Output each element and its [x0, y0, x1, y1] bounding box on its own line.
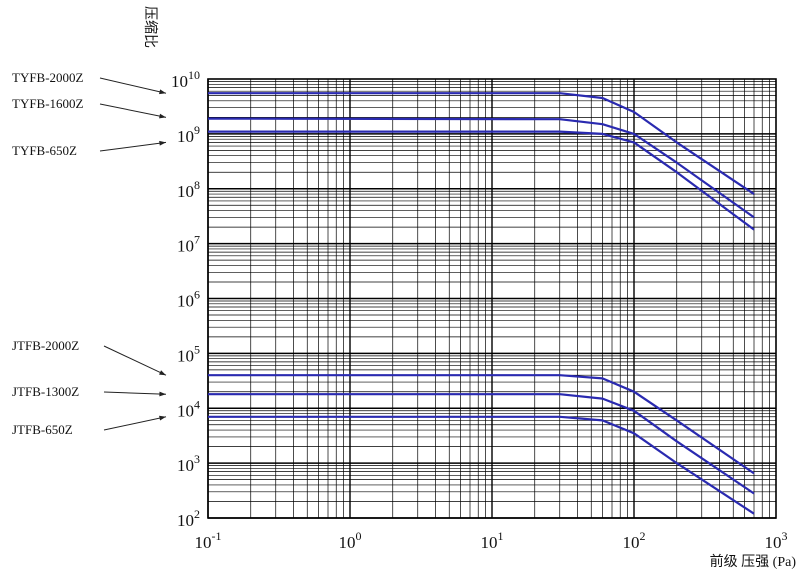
tick-label: 10-1 [195, 529, 222, 552]
leader-line [99, 103, 167, 118]
y-axis-label: 压缩比 [142, 6, 158, 48]
tick-label: 107 [177, 233, 200, 256]
leader-line [99, 77, 167, 94]
leader-arrowhead [159, 89, 166, 95]
tick-label: 108 [177, 178, 200, 201]
leader-line [103, 345, 167, 376]
tick-label: 104 [177, 397, 200, 420]
tick-label: 102 [623, 529, 646, 552]
grid [207, 79, 776, 519]
series-line [207, 117, 755, 219]
tick-label: 101 [481, 529, 504, 552]
leader-arrowhead [159, 415, 166, 421]
series-line [208, 415, 755, 515]
series-lines [207, 92, 755, 515]
leader-arrowhead [159, 370, 166, 376]
tick-label: 100 [339, 529, 362, 552]
series-label: JTFB-1300Z [12, 384, 79, 399]
series-line [208, 393, 755, 495]
label-leaders [99, 77, 167, 431]
leader-line [103, 391, 167, 395]
tick-label: 1010 [171, 68, 200, 91]
leader-line [103, 416, 167, 431]
series-label: TYFB-1600Z [12, 96, 84, 111]
leader-arrowhead [159, 113, 166, 119]
tick-label: 102 [177, 507, 200, 530]
series-label: JTFB-2000Z [12, 338, 79, 353]
leader-line [99, 141, 167, 152]
plot-border [207, 78, 777, 519]
x-tick-labels: 10-1 100 101 102 103 [195, 529, 788, 552]
tick-label: 106 [177, 288, 200, 311]
y-tick-labels: 102 103 104 105 106 107 108 109 1010 [171, 68, 200, 530]
series-labels: TYFB-2000Z TYFB-1600Z TYFB-650Z JTFB-2000Z J… [12, 70, 84, 437]
tick-label: 105 [177, 342, 200, 365]
series-line [208, 374, 755, 475]
leader-arrowhead [159, 140, 166, 146]
tick-label: 103 [177, 452, 200, 475]
series-label: JTFB-650Z [12, 422, 73, 437]
series-line [208, 130, 755, 231]
series-label: TYFB-2000Z [12, 70, 84, 85]
tick-label: 103 [765, 529, 788, 552]
plot-frame [207, 78, 777, 519]
tick-label: 109 [177, 123, 200, 146]
series-line [208, 92, 755, 196]
series-label: TYFB-650Z [12, 143, 77, 158]
leader-arrowhead [159, 391, 166, 397]
x-axis-label: 前级 压强 (Pa) [710, 553, 797, 569]
